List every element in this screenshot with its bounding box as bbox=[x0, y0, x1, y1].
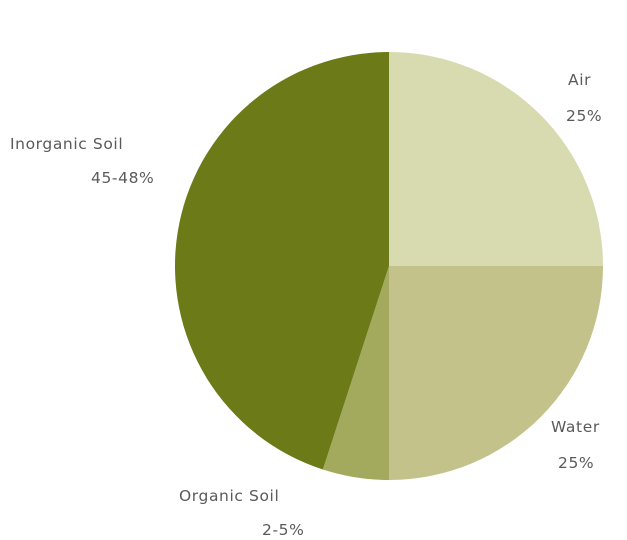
slice-label-organic-soil: Organic Soil bbox=[179, 487, 279, 505]
slice-label-water: Water bbox=[551, 418, 600, 436]
slice-value-air: 25% bbox=[566, 107, 602, 125]
slice-value-organic-soil: 2-5% bbox=[262, 521, 304, 539]
slice-label-air: Air bbox=[568, 71, 591, 89]
slice-label-inorganic-soil: Inorganic Soil bbox=[10, 135, 123, 153]
pie-slice-inorganic-soil bbox=[174, 52, 389, 470]
pie-slice-water bbox=[389, 266, 603, 480]
pie-slices bbox=[174, 52, 603, 480]
pie-slice-air bbox=[389, 52, 603, 266]
slice-value-inorganic-soil: 45-48% bbox=[91, 169, 154, 187]
slice-value-water: 25% bbox=[558, 454, 594, 472]
pie-slice-organic-soil bbox=[322, 266, 389, 480]
